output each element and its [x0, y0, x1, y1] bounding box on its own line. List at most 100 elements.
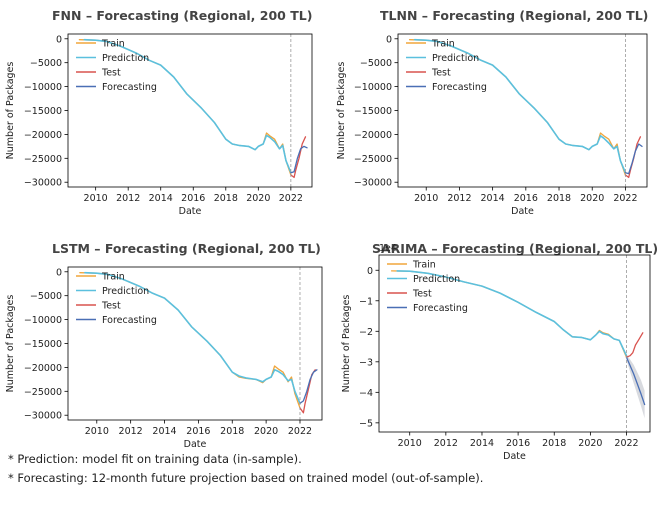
legend-label: Train: [431, 39, 455, 50]
y-axis-label: Number of Packages: [341, 295, 352, 393]
x-tick-label: 2012: [116, 193, 140, 204]
x-tick-label: 2016: [186, 426, 210, 437]
x-tick-label: 2016: [506, 438, 530, 449]
footnote-forecasting: * Forecasting: 12-month future projectio…: [8, 471, 484, 485]
series-line-prediction: [84, 271, 301, 405]
series-line-forecasting: [624, 143, 643, 175]
y-tick-label: 0: [367, 266, 373, 277]
legend-label: Train: [101, 272, 125, 283]
series-line-test: [625, 332, 644, 358]
x-tick-label: 2020: [246, 193, 270, 204]
y-axis-label: Number of Packages: [5, 295, 16, 393]
series-line-test: [290, 136, 307, 179]
series-line-prediction: [83, 38, 292, 174]
legend-label: Prediction: [102, 286, 149, 297]
y-tick-label: −30000: [24, 178, 62, 189]
x-tick-label: 2014: [152, 426, 176, 437]
legend-label: Forecasting: [102, 315, 157, 326]
legend-label: Prediction: [413, 274, 460, 285]
y-tick-label: −10000: [24, 82, 62, 93]
legend-label: Prediction: [102, 53, 149, 64]
x-tick-label: 2018: [214, 193, 238, 204]
x-tick-label: 2010: [84, 193, 108, 204]
y-tick-label: −10000: [354, 82, 392, 93]
y-tick-label: −1: [359, 296, 373, 307]
legend-label: Train: [412, 260, 436, 271]
y-tick-label: −15000: [354, 106, 392, 117]
x-tick-label: 2022: [614, 438, 638, 449]
chart-title: LSTM – Forecasting (Regional, 200 TL): [52, 241, 321, 256]
chart-title: FNN – Forecasting (Regional, 200 TL): [52, 8, 312, 23]
y-tick-label: −20000: [24, 363, 62, 374]
x-axis-label: Date: [511, 206, 534, 217]
x-tick-label: 2020: [578, 438, 602, 449]
y-tick-label: −5000: [30, 58, 62, 69]
x-tick-label: 2018: [547, 193, 571, 204]
x-tick-label: 2020: [580, 193, 604, 204]
axis-scale-label: 1e4: [379, 243, 397, 254]
legend-label: Forecasting: [102, 82, 157, 93]
y-tick-label: −2: [359, 327, 373, 338]
chart-panel: SARIMA – Forecasting (Regional, 200 TL)1…: [341, 241, 658, 462]
y-axis-label: Number of Packages: [336, 62, 347, 160]
x-tick-label: 2016: [514, 193, 538, 204]
chart-title: SARIMA – Forecasting (Regional, 200 TL): [372, 241, 658, 256]
legend-label: Train: [101, 39, 125, 50]
y-tick-label: −5: [359, 418, 373, 429]
x-tick-label: 2010: [414, 193, 438, 204]
y-tick-label: −30000: [354, 178, 392, 189]
legend: Train Prediction Test Forecasting: [387, 260, 468, 314]
x-tick-label: 2016: [181, 193, 205, 204]
y-tick-label: −20000: [24, 130, 62, 141]
plot-frame: [378, 254, 651, 433]
y-tick-label: −25000: [354, 154, 392, 165]
series-line-test: [299, 369, 316, 414]
legend: Train Prediction Test Forecasting: [76, 39, 157, 93]
y-tick-label: −15000: [24, 339, 62, 350]
x-tick-label: 2012: [119, 426, 143, 437]
legend: Train Prediction Test Forecasting: [76, 272, 157, 326]
y-tick-label: −5000: [360, 58, 392, 69]
series-line-forecasting: [290, 145, 308, 174]
x-tick-label: 2010: [398, 438, 422, 449]
chart-panel: LSTM – Forecasting (Regional, 200 TL) 201…: [5, 241, 323, 450]
y-tick-label: 0: [56, 267, 62, 278]
x-axis-label: Date: [179, 206, 202, 217]
y-axis-label: Number of Packages: [5, 62, 16, 160]
x-tick-label: 2012: [447, 193, 471, 204]
legend-label: Test: [431, 68, 451, 79]
legend-label: Test: [101, 301, 121, 312]
x-tick-label: 2014: [149, 193, 173, 204]
x-tick-label: 2022: [288, 426, 312, 437]
y-tick-label: −25000: [24, 154, 62, 165]
x-tick-label: 2018: [542, 438, 566, 449]
y-tick-label: −5000: [30, 291, 62, 302]
legend-label: Test: [412, 289, 432, 300]
x-axis-label: Date: [184, 439, 207, 450]
y-tick-label: −30000: [24, 411, 62, 422]
y-tick-label: −4: [359, 388, 373, 399]
footnote-prediction: * Prediction: model fit on training data…: [8, 452, 302, 466]
y-tick-label: −25000: [24, 387, 62, 398]
legend-label: Forecasting: [432, 82, 487, 93]
legend: Train Prediction Test Forecasting: [406, 39, 487, 93]
series-line-forecasting: [625, 356, 646, 406]
confidence-band: [626, 354, 645, 419]
series-line-prediction: [413, 38, 627, 174]
y-tick-label: 0: [56, 34, 62, 45]
y-tick-label: −15000: [24, 106, 62, 117]
y-tick-label: 0: [386, 34, 392, 45]
x-tick-label: 2022: [613, 193, 637, 204]
x-tick-label: 2018: [220, 426, 244, 437]
chart-title: TLNN – Forecasting (Regional, 200 TL): [380, 8, 648, 23]
x-tick-label: 2010: [85, 426, 109, 437]
y-tick-label: −3: [359, 357, 373, 368]
y-tick-label: −10000: [24, 315, 62, 326]
x-axis-label: Date: [503, 451, 526, 462]
x-tick-label: 2014: [470, 438, 494, 449]
legend-label: Forecasting: [413, 303, 468, 314]
x-tick-label: 2020: [254, 426, 278, 437]
series-line-test: [624, 136, 642, 179]
series-line-forecasting: [299, 369, 318, 404]
